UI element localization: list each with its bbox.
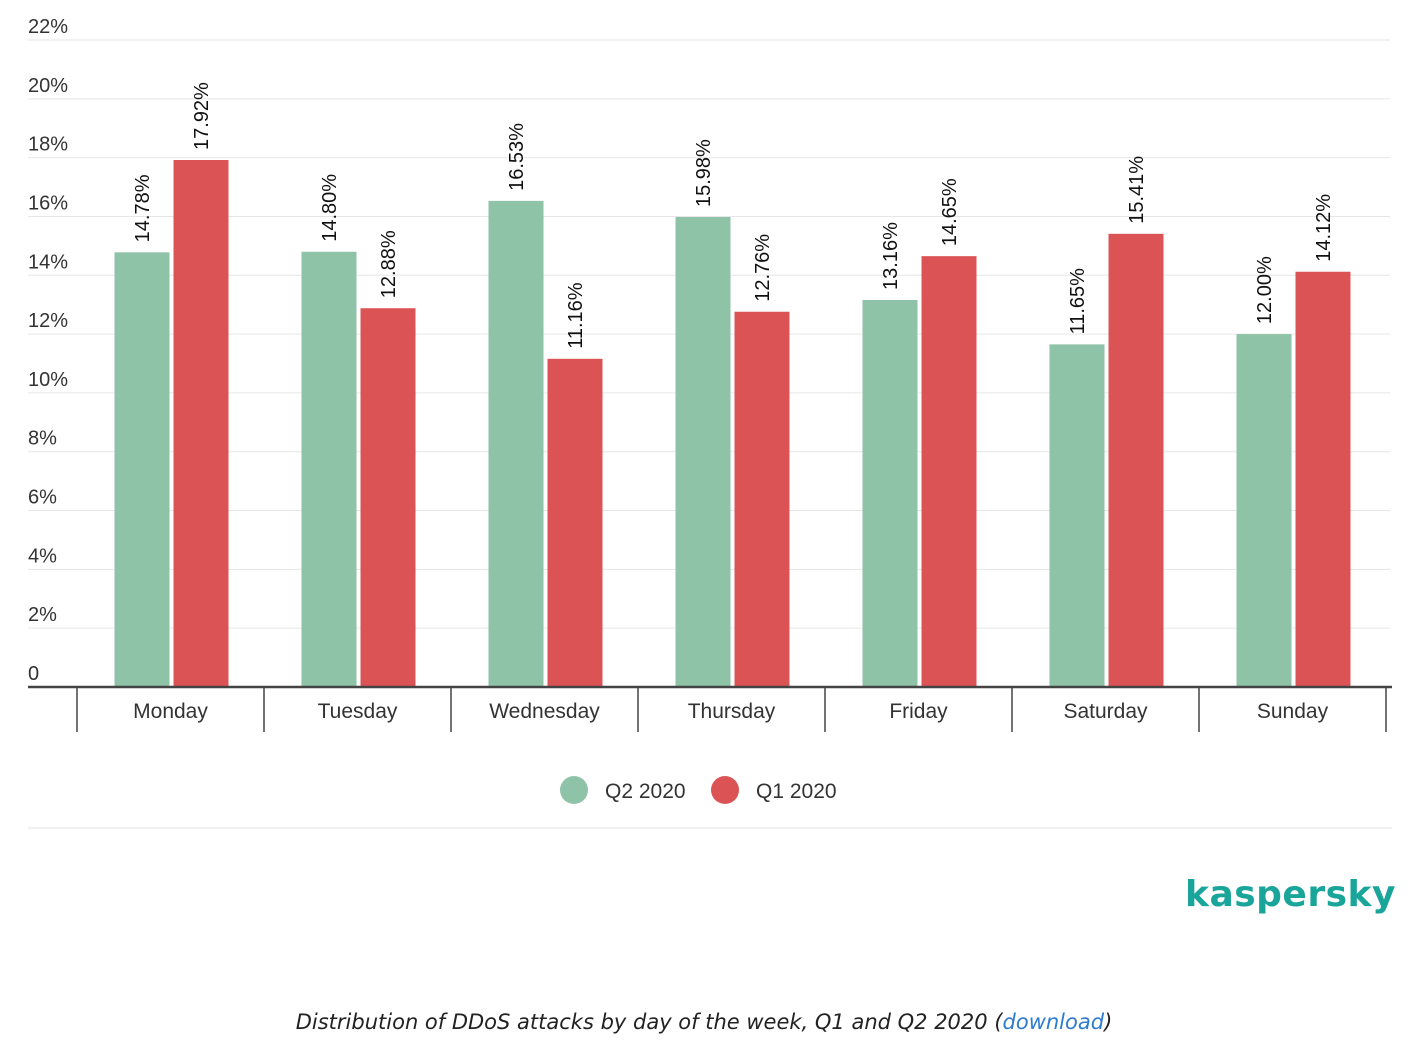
bar-q2-2020-tuesday (301, 251, 357, 687)
bar-chart: 0 2% 4% 6% 8% 10% 12% 14% 16% 18% 20% 22% 14.78% 17.9… (28, 16, 1392, 829)
data-label-q2-2020-friday: 13.16% (880, 222, 902, 290)
y-tick-label: 22% (28, 16, 68, 38)
bar-q1-2020-thursday (734, 311, 790, 687)
data-label-q1-2020-monday: 17.92% (191, 82, 213, 150)
x-tick-label: Sunday (1257, 700, 1329, 723)
y-tick-label: 6% (28, 487, 57, 509)
legend-label-q2-2020: Q2 2020 (605, 780, 686, 803)
data-label-q1-2020-friday: 14.65% (939, 178, 961, 246)
y-tick-label: 4% (28, 545, 57, 567)
x-tick-label: Wednesday (489, 700, 600, 723)
data-label-q1-2020-thursday: 12.76% (752, 234, 774, 302)
data-label-q2-2020-sunday: 12.00% (1254, 256, 1276, 324)
data-label-q1-2020-saturday: 15.41% (1126, 156, 1148, 224)
kaspersky-logo: kaspersky (1185, 874, 1396, 915)
x-tick-label: Tuesday (318, 700, 398, 723)
y-tick-label: 18% (28, 134, 68, 156)
x-tick-label: Thursday (688, 700, 776, 723)
chart-caption: Distribution of DDoS attacks by day of t… (0, 1010, 1408, 1034)
data-label-q1-2020-tuesday: 12.88% (378, 230, 400, 298)
bar-q2-2020-wednesday (488, 200, 544, 687)
bar-q1-2020-saturday (1108, 233, 1164, 687)
legend-label-q1-2020: Q1 2020 (756, 780, 837, 803)
caption-text: Distribution of DDoS attacks by day of t… (295, 1010, 1003, 1034)
bar-q1-2020-monday (173, 159, 229, 688)
y-tick-label: 14% (28, 251, 68, 273)
data-label-q2-2020-saturday: 11.65% (1067, 268, 1089, 335)
data-label-q2-2020-monday: 14.78% (132, 174, 154, 242)
y-tick-label: 8% (28, 428, 57, 450)
bar-q2-2020-saturday (1049, 344, 1105, 687)
legend-marker-q2-2020 (560, 776, 588, 804)
y-tick-label: 2% (28, 604, 57, 626)
data-label-q2-2020-tuesday: 14.80% (319, 174, 341, 242)
data-label-q2-2020-thursday: 15.98% (693, 139, 715, 207)
bar-q2-2020-friday (862, 299, 918, 687)
x-tick-label: Monday (133, 700, 208, 723)
y-tick-label: 12% (28, 310, 68, 332)
y-tick-label: 16% (28, 192, 68, 214)
download-link[interactable]: download (1002, 1010, 1105, 1034)
bar-q2-2020-sunday (1236, 334, 1292, 687)
bar-q2-2020-thursday (675, 217, 731, 687)
data-label-q2-2020-wednesday: 16.53% (506, 123, 528, 191)
bar-q1-2020-friday (921, 256, 977, 687)
legend-marker-q1-2020 (711, 776, 739, 804)
y-tick-label: 20% (28, 75, 68, 97)
data-label-q1-2020-sunday: 14.12% (1313, 194, 1335, 262)
y-tick-label: 0 (28, 663, 39, 685)
x-tick-label: Friday (889, 700, 948, 723)
y-tick-label: 10% (28, 369, 68, 391)
data-label-q1-2020-wednesday: 11.16% (565, 282, 587, 349)
x-tick-label: Saturday (1063, 700, 1148, 723)
bar-q1-2020-sunday (1295, 271, 1351, 687)
bar-q2-2020-monday (114, 252, 170, 688)
caption-suffix: ) (1104, 1010, 1113, 1034)
bar-q1-2020-wednesday (547, 358, 603, 687)
bar-q1-2020-tuesday (360, 308, 416, 687)
